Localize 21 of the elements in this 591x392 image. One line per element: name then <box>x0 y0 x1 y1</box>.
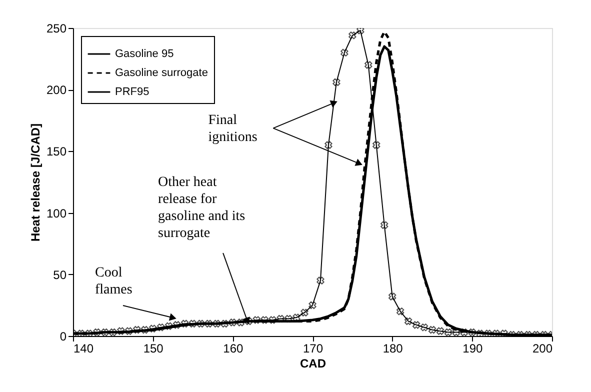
y-tick-label: 250 <box>46 22 67 36</box>
y-tick-label: 100 <box>46 206 67 220</box>
x-tick-label: 190 <box>462 342 483 356</box>
x-tick-label: 170 <box>302 342 324 356</box>
y-axis-title: Heat release [J/CAD] <box>28 123 42 242</box>
x-tick-label: 200 <box>532 342 553 356</box>
y-tick-label: 0 <box>60 330 67 344</box>
x-tick-label: 150 <box>143 342 164 356</box>
y-tick-label: 50 <box>53 268 67 282</box>
x-axis-title: CAD <box>300 356 326 370</box>
x-tick-label: 160 <box>223 342 244 356</box>
legend-label: Gasoline 95 <box>115 48 174 60</box>
x-tick-label: 140 <box>74 342 94 356</box>
annotation: Other heat release for gasoline and its surrogate <box>158 174 246 241</box>
legend-label: PRF95 <box>115 86 150 98</box>
x-tick-label: 180 <box>382 342 404 356</box>
annotation: Cool flames <box>94 266 132 298</box>
annotation: Final ignitions <box>208 113 258 146</box>
legend-label: Gasoline surrogate <box>115 67 208 79</box>
y-tick-label: 150 <box>46 144 67 159</box>
y-tick-label: 200 <box>46 83 67 98</box>
